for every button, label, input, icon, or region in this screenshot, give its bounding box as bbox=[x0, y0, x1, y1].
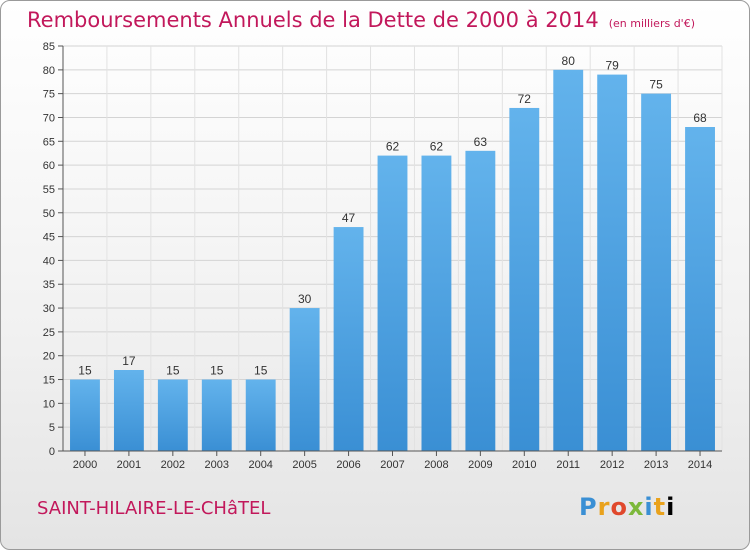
bar bbox=[157, 379, 188, 451]
bar bbox=[113, 370, 144, 451]
proxiti-logo: Proxiti bbox=[579, 493, 675, 521]
chart-title: Remboursements Annuels de la Dette de 20… bbox=[27, 8, 695, 32]
bar bbox=[245, 379, 276, 451]
x-tick-label: 2013 bbox=[644, 459, 668, 471]
data-label: 15 bbox=[210, 364, 224, 378]
y-tick-label: 50 bbox=[43, 208, 55, 220]
x-tick-label: 2005 bbox=[292, 459, 316, 471]
data-label: 79 bbox=[605, 59, 619, 73]
logo-letter: i bbox=[644, 493, 654, 521]
y-tick-label: 0 bbox=[49, 446, 55, 458]
data-label: 15 bbox=[254, 364, 268, 378]
bar bbox=[201, 379, 232, 451]
data-label: 68 bbox=[693, 111, 707, 125]
y-tick-label: 70 bbox=[43, 112, 55, 124]
data-label: 72 bbox=[518, 92, 532, 106]
y-tick-label: 5 bbox=[49, 422, 55, 434]
x-tick-label: 2014 bbox=[688, 459, 712, 471]
bar bbox=[289, 308, 320, 451]
y-tick-label: 65 bbox=[43, 136, 55, 148]
y-tick-label: 45 bbox=[43, 232, 55, 244]
y-tick-label: 30 bbox=[43, 303, 55, 315]
y-tick-label: 40 bbox=[43, 255, 55, 267]
y-tick-label: 35 bbox=[43, 279, 55, 291]
x-tick-label: 2000 bbox=[73, 459, 97, 471]
x-tick-label: 2002 bbox=[161, 459, 185, 471]
data-labels: 15 17 15 15 15 30 47 62 62 63 72 80 79 75 68 bbox=[78, 54, 707, 378]
logo-letter: t bbox=[653, 493, 667, 521]
x-tick-label: 2011 bbox=[556, 459, 580, 471]
data-label: 17 bbox=[122, 354, 136, 368]
bar bbox=[333, 227, 364, 451]
x-tick-label: 2004 bbox=[248, 459, 272, 471]
bar bbox=[421, 155, 452, 451]
logo-letter: i bbox=[666, 493, 676, 521]
data-label: 63 bbox=[474, 135, 488, 149]
y-tick-label: 85 bbox=[43, 41, 55, 53]
x-tick-label: 2003 bbox=[205, 459, 229, 471]
bar bbox=[641, 93, 672, 451]
bar bbox=[553, 69, 584, 451]
bar-chart: 0 5 10 15 20 25 30 35 40 45 50 55 60 65 70 75 80 85 2000 20… bbox=[43, 41, 723, 471]
axes: 0 5 10 15 20 25 30 35 40 45 50 55 60 65 70 75 80 85 2000 20… bbox=[43, 41, 722, 471]
bar bbox=[465, 150, 496, 451]
chart-subtitle: (en milliers d'€) bbox=[608, 17, 695, 30]
data-label: 47 bbox=[342, 211, 356, 225]
bar bbox=[685, 127, 715, 451]
logo-letter: o bbox=[610, 493, 628, 521]
y-tick-label: 20 bbox=[43, 351, 55, 363]
data-label: 75 bbox=[649, 78, 663, 92]
data-label: 15 bbox=[78, 364, 92, 378]
data-label: 62 bbox=[430, 140, 444, 154]
logo-letter: r bbox=[597, 493, 611, 521]
data-label: 15 bbox=[166, 364, 180, 378]
data-label: 80 bbox=[562, 54, 576, 68]
bar bbox=[70, 379, 100, 451]
x-tick-label: 2006 bbox=[336, 459, 360, 471]
y-tick-label: 10 bbox=[43, 398, 55, 410]
x-tick-label: 2010 bbox=[512, 459, 536, 471]
y-tick-label: 15 bbox=[43, 375, 55, 387]
bar bbox=[509, 107, 540, 452]
commune-name: SAINT-HILAIRE-LE-CHâTEL bbox=[37, 498, 271, 519]
x-tick-label: 2007 bbox=[380, 459, 404, 471]
bar bbox=[597, 74, 628, 452]
data-label: 30 bbox=[298, 292, 312, 306]
y-tick-label: 55 bbox=[43, 184, 55, 196]
y-tick-label: 80 bbox=[43, 65, 55, 77]
chart-title-text: Remboursements Annuels de la Dette de 20… bbox=[27, 8, 599, 32]
bars bbox=[70, 69, 715, 452]
x-tick-label: 2009 bbox=[468, 459, 492, 471]
x-tick-label: 2001 bbox=[117, 459, 141, 471]
bar bbox=[377, 155, 408, 451]
logo-letter: x bbox=[627, 493, 645, 521]
y-tick-label: 60 bbox=[43, 160, 55, 172]
x-tick-label: 2012 bbox=[600, 459, 624, 471]
data-label: 62 bbox=[386, 140, 400, 154]
y-tick-label: 25 bbox=[43, 327, 55, 339]
logo-letter: P bbox=[579, 493, 598, 521]
y-tick-label: 75 bbox=[43, 89, 55, 101]
x-tick-label: 2008 bbox=[424, 459, 448, 471]
